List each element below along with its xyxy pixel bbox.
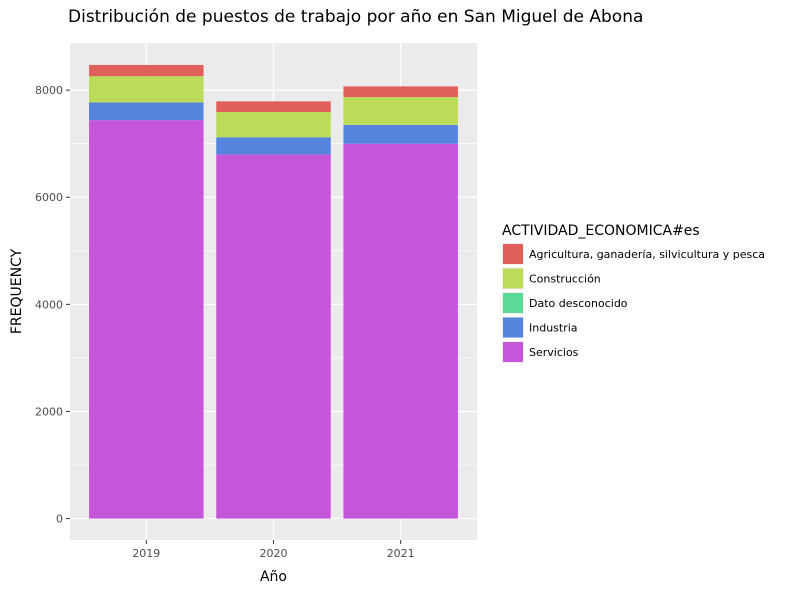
legend-label: Industria [529, 322, 578, 335]
y-tick-label: 4000 [35, 298, 63, 311]
legend-swatch [503, 317, 523, 338]
bar-segment [216, 154, 331, 519]
bar-segment [343, 124, 458, 144]
legend-swatch [503, 342, 523, 362]
y-tick-label: 0 [56, 513, 63, 526]
bar-segment [89, 102, 204, 121]
legend-label: Dato desconocido [529, 297, 628, 310]
y-axis: 0 2000 4000 6000 8000 [35, 84, 70, 526]
y-tick-label: 6000 [35, 191, 63, 204]
legend-label: Construcción [529, 273, 601, 286]
legend-label: Servicios [529, 346, 579, 359]
x-tick-label: 2021 [387, 547, 415, 560]
bar-segment [216, 137, 331, 155]
y-tick-label: 8000 [35, 84, 63, 97]
bar-segment [343, 86, 458, 98]
bar-segment [89, 64, 204, 77]
legend-title: ACTIVIDAD_ECONOMICA#es [502, 223, 700, 239]
bar-segment [216, 101, 331, 113]
x-axis-title: Año [260, 569, 287, 585]
bar-segment [89, 120, 204, 519]
y-tick-label: 2000 [35, 405, 63, 418]
x-tick-label: 2020 [260, 547, 288, 560]
x-tick-label: 2019 [132, 547, 160, 560]
bars [89, 64, 458, 519]
legend-label: Agricultura, ganadería, silvicultura y p… [529, 248, 765, 261]
bar-segment [216, 112, 331, 138]
legend-swatch [503, 244, 523, 264]
chart-title: Distribución de puestos de trabajo por a… [68, 7, 643, 27]
x-axis: 2019 2020 2021 [132, 540, 415, 560]
legend: ACTIVIDAD_ECONOMICA#es Agricultura, gana… [502, 223, 765, 363]
bar-segment [343, 143, 458, 519]
bar-segment [89, 76, 204, 103]
legend-swatch [503, 293, 523, 313]
y-axis-title: FREQUENCY [9, 248, 25, 334]
bar-segment [343, 97, 458, 125]
legend-swatch [503, 268, 523, 289]
